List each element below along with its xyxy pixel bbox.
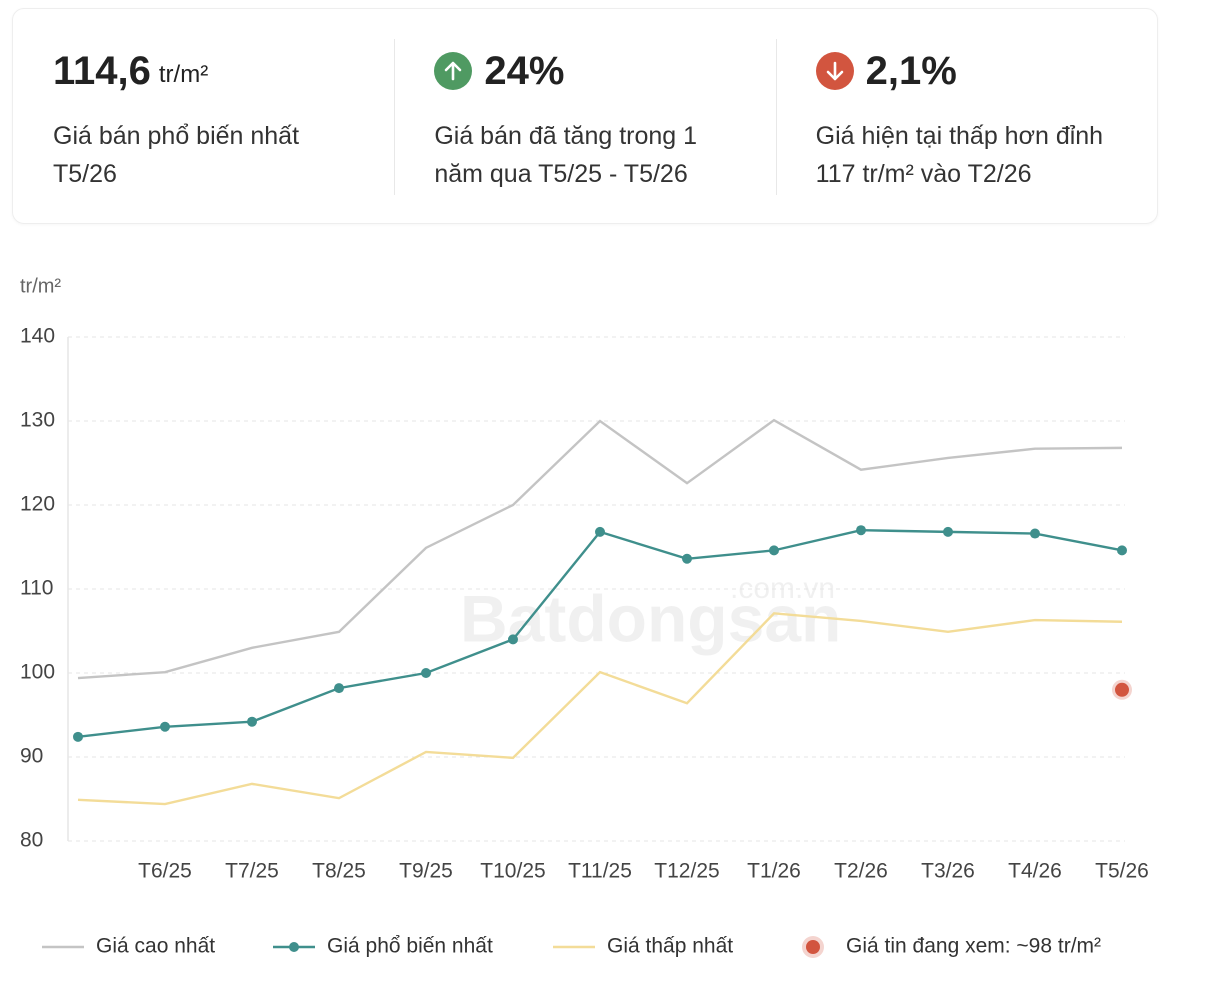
y-tick-label: 100 (20, 661, 55, 684)
point (508, 634, 518, 645)
y-tick-label: 140 (20, 325, 55, 348)
watermark: Batdongsan (460, 581, 841, 655)
point (1117, 545, 1127, 556)
y-tick-label: 90 (20, 745, 43, 768)
stat-value: 24% (484, 48, 565, 93)
current-listing-dot (1115, 682, 1129, 697)
point (856, 525, 866, 536)
point (160, 721, 170, 732)
y-tick-label: 110 (20, 577, 53, 600)
point (247, 716, 257, 727)
stat-value: 2,1% (865, 48, 957, 93)
y-tick-label: 130 (20, 409, 55, 432)
x-tick-label: T10/25 (480, 860, 545, 883)
stat-value-row: 2,1% (815, 45, 1157, 97)
watermark-suffix: .com.vn (730, 572, 835, 605)
stat-description: Giá hiện tại thấp hơn đỉnh 117 tr/m² vào … (816, 117, 1157, 193)
desc-line: năm qua T5/25 - T5/26 (434, 160, 688, 188)
x-tick-label: T2/26 (834, 860, 888, 883)
stat-card: 24% Giá bán đã tăng trong 1 năm qua T5/25… (394, 9, 775, 223)
point (73, 731, 83, 742)
x-tick-label: T11/25 (568, 860, 632, 883)
legend-label: Giá cao nhất (96, 935, 215, 958)
down-icon (815, 52, 854, 90)
stat-description: Giá bán phổ biến nhất T5/26 (53, 117, 394, 193)
stats-panel: 114,6 tr/m² Giá bán phổ biến nhất T5/26 24… (12, 8, 1158, 224)
stat-card: 2,1% Giá hiện tại thấp hơn đỉnh 117 tr/m²… (775, 9, 1157, 223)
point (769, 545, 779, 556)
stat-description: Giá bán đã tăng trong 1 năm qua T5/25 - T… (434, 117, 775, 193)
stat-value-row: 24% (434, 45, 775, 97)
x-tick-label: T3/26 (921, 860, 975, 883)
point (943, 526, 953, 537)
y-axis-label: tr/m² (20, 275, 61, 297)
legend-label: Giá tin đang xem: ~98 tr/m² (846, 935, 1101, 958)
y-tick-label: 80 (20, 829, 43, 852)
x-tick-label: T9/25 (399, 860, 453, 883)
legend-item: Giá phổ biến nhất (273, 935, 493, 958)
legend-item: Giá cao nhất (42, 935, 215, 958)
x-tick-label: T12/25 (654, 860, 719, 883)
x-tick-label: T7/25 (225, 860, 279, 883)
desc-line: 117 tr/m² vào T2/26 (815, 160, 1032, 188)
point (682, 553, 692, 564)
stat-value: 114,6 (53, 48, 151, 93)
x-tick-label: T8/25 (312, 860, 366, 883)
x-tick-label: T5/26 (1095, 860, 1149, 883)
x-tick-label: T6/25 (138, 860, 192, 883)
stat-unit: tr/m² (158, 61, 209, 88)
legend-dot (289, 942, 299, 952)
legend-dot (806, 940, 820, 954)
series-line (77, 418, 1123, 680)
x-tick-label: T1/26 (747, 860, 801, 883)
point (1030, 528, 1040, 539)
legend-label: Giá phổ biến nhất (327, 935, 493, 958)
series-line (77, 612, 1123, 806)
legend-label: Giá thấp nhất (607, 935, 733, 958)
stat-card: 114,6 tr/m² Giá bán phổ biến nhất T5/26 (13, 9, 394, 223)
y-tick-label: 120 (20, 493, 55, 516)
desc-line: Giá hiện tại thấp hơn đỉnh (815, 122, 1104, 150)
legend-item: Giá thấp nhất (553, 935, 733, 958)
x-tick-label: T4/26 (1008, 860, 1062, 883)
desc-line: T5/26 (53, 160, 117, 188)
point (421, 668, 431, 678)
point (334, 683, 344, 694)
chart: tr/m² Batdongsan .com.vn 80 90 100 110 120 13… (20, 275, 1149, 958)
desc-line: Giá bán đã tăng trong 1 (434, 122, 698, 150)
stat-value-row: 114,6 tr/m² (53, 45, 394, 97)
legend-item: Giá tin đang xem: ~98 tr/m² (802, 935, 1101, 958)
desc-line: Giá bán phổ biến nhất (53, 122, 300, 150)
up-icon (434, 52, 473, 90)
point (595, 526, 605, 537)
